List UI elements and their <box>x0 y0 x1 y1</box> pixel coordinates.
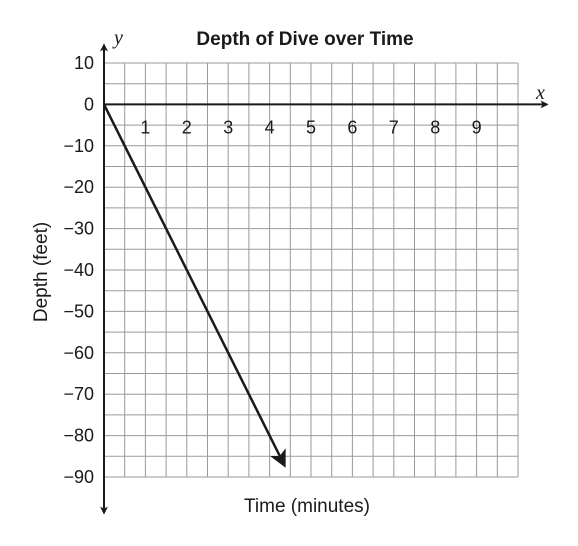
x-tick-label: 5 <box>306 117 316 137</box>
x-tick-label: 2 <box>182 117 192 137</box>
x-tick-label: 8 <box>430 117 440 137</box>
y-tick-label: −90 <box>63 467 94 487</box>
x-tick-label: 3 <box>223 117 233 137</box>
series <box>102 103 286 468</box>
y-tick-label: −60 <box>63 343 94 363</box>
y-tick-label: 0 <box>84 94 94 114</box>
y-tick-label: 10 <box>74 53 94 73</box>
y-tick-label: −10 <box>63 136 94 156</box>
y-tick-label: −20 <box>63 177 94 197</box>
x-tick-label: 4 <box>265 117 275 137</box>
y-axis-variable: y <box>112 27 123 49</box>
y-tick-label: −70 <box>63 384 94 404</box>
x-axis-variable: x <box>535 82 545 104</box>
y-tick-label: −30 <box>63 219 94 239</box>
x-axis-label: Time (minutes) <box>244 496 370 517</box>
y-tick-label: −40 <box>63 260 94 280</box>
grid <box>103 62 519 478</box>
axes <box>100 43 549 515</box>
y-axis-label: Depth (feet) <box>31 222 52 322</box>
series-line <box>102 103 286 468</box>
x-tick-label: 9 <box>472 117 482 137</box>
chart-title: Depth of Dive over Time <box>196 29 413 50</box>
y-tick-label: −50 <box>63 301 94 321</box>
x-tick-label: 1 <box>140 117 150 137</box>
x-tick-label: 7 <box>389 117 399 137</box>
x-tick-label: 6 <box>347 117 357 137</box>
tick-labels: 1 2 3 4 5 6 7 8 9 10 0 −10 −20 −30 −40 −50 −60 −70 −80 −90 <box>63 53 481 487</box>
y-tick-label: −80 <box>63 426 94 446</box>
